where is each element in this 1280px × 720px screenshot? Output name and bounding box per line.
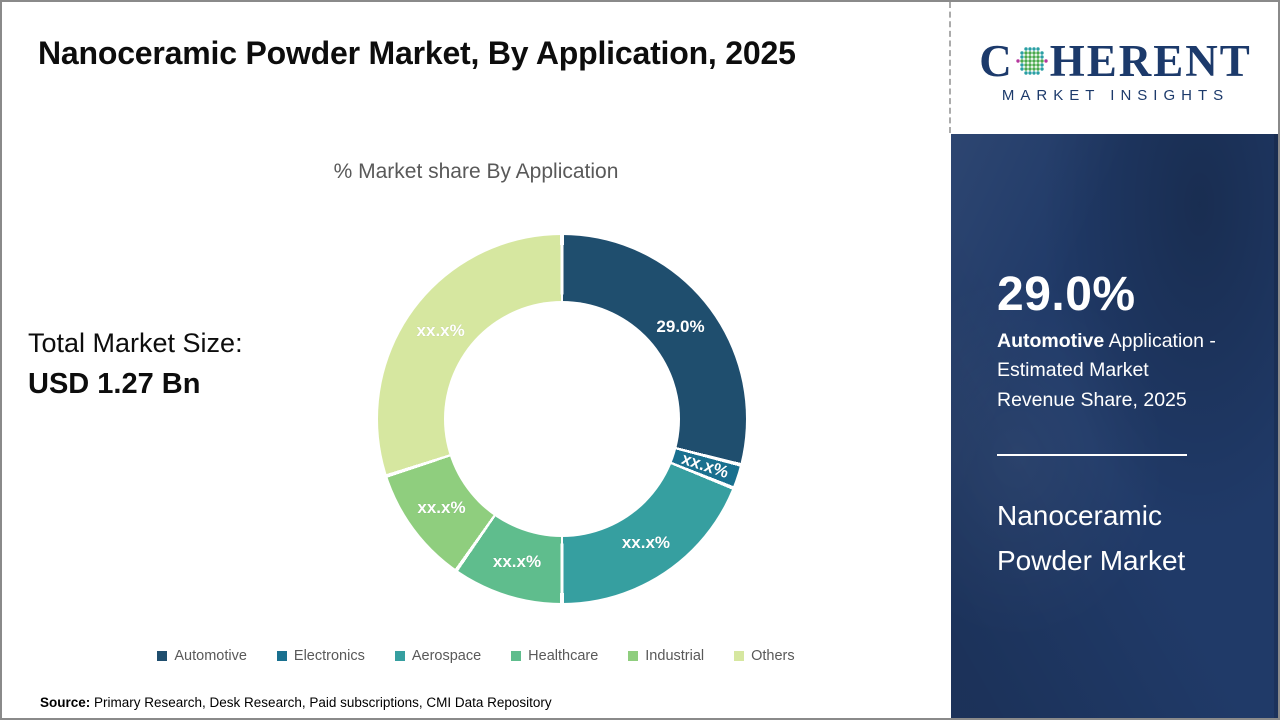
- legend-label: Aerospace: [411, 648, 482, 664]
- total-market-value: USD 1.27 Bn: [28, 368, 201, 400]
- logo-subtitle: MARKET INSIGHTS: [1001, 86, 1230, 104]
- legend-item-healthcare: Healthcare: [511, 648, 598, 664]
- stat-segment-name: Automotive: [997, 330, 1105, 352]
- legend-label: Industrial: [645, 648, 705, 664]
- chart-title: % Market share By Application: [333, 160, 619, 183]
- slice-label-industrial: xx.x%: [417, 498, 466, 518]
- report-title: Nanoceramic Powder Market: [997, 500, 1186, 576]
- legend-item-electronics: Electronics: [276, 648, 365, 664]
- total-market-label: Total Market Size:: [28, 328, 243, 358]
- slice-label-automotive: 29.0%: [656, 317, 705, 337]
- chart-legend: Automotive Electronics Aerospace Healthcare…: [2, 648, 950, 664]
- logo-wordmark: C HERENT: [979, 35, 1252, 86]
- legend-swatch-icon: [511, 651, 522, 661]
- legend-swatch-icon: [628, 651, 639, 661]
- legend-label: Others: [751, 648, 795, 664]
- legend-label: Healthcare: [528, 648, 599, 664]
- company-logo: C HERENT MARKET INSIGHTS: [951, 2, 1278, 134]
- legend-swatch-icon: [276, 651, 287, 661]
- donut-chart: 29.0% xx.x% xx.x% xx.x% xx.x% xx.x%: [378, 235, 746, 603]
- stat-value: 29.0%: [997, 268, 1136, 321]
- source-text: Primary Research, Desk Research, Paid su…: [90, 695, 552, 710]
- sidebar-panel: 29.0% Automotive Application - Estimated…: [951, 134, 1278, 718]
- source-note: Source: Primary Research, Desk Research,…: [40, 695, 552, 710]
- logo-letter-c: C: [979, 35, 1014, 86]
- legend-swatch-icon: [157, 651, 168, 661]
- slice-label-others: xx.x%: [416, 320, 465, 340]
- source-label: Source:: [40, 695, 91, 710]
- total-market-block: Total Market Size: USD 1.27 Bn: [28, 328, 243, 401]
- globe-icon: [1016, 47, 1048, 75]
- stat-description-rest: Application - Estimated Market Revenue S…: [997, 330, 1216, 411]
- legend-item-others: Others: [734, 648, 795, 664]
- legend-swatch-icon: [734, 651, 745, 661]
- page-title: Nanoceramic Powder Market, By Applicatio…: [38, 35, 796, 71]
- slice-label-aerospace: xx.x%: [621, 533, 671, 553]
- legend-label: Electronics: [293, 648, 365, 664]
- legend-swatch-icon: [394, 651, 405, 661]
- main-panel: Nanoceramic Powder Market, By Applicatio…: [2, 2, 950, 718]
- sidebar-divider: [997, 454, 1187, 456]
- legend-item-automotive: Automotive: [157, 648, 247, 664]
- legend-label: Automotive: [174, 648, 247, 664]
- donut-hole: [444, 301, 680, 537]
- legend-item-industrial: Industrial: [628, 648, 704, 664]
- slice-label-healthcare: xx.x%: [492, 552, 542, 572]
- legend-item-aerospace: Aerospace: [394, 648, 482, 664]
- logo-letters-rest: HERENT: [1049, 35, 1252, 86]
- dashed-divider: [949, 2, 951, 133]
- stat-description: Automotive Application - Estimated Marke…: [997, 327, 1222, 415]
